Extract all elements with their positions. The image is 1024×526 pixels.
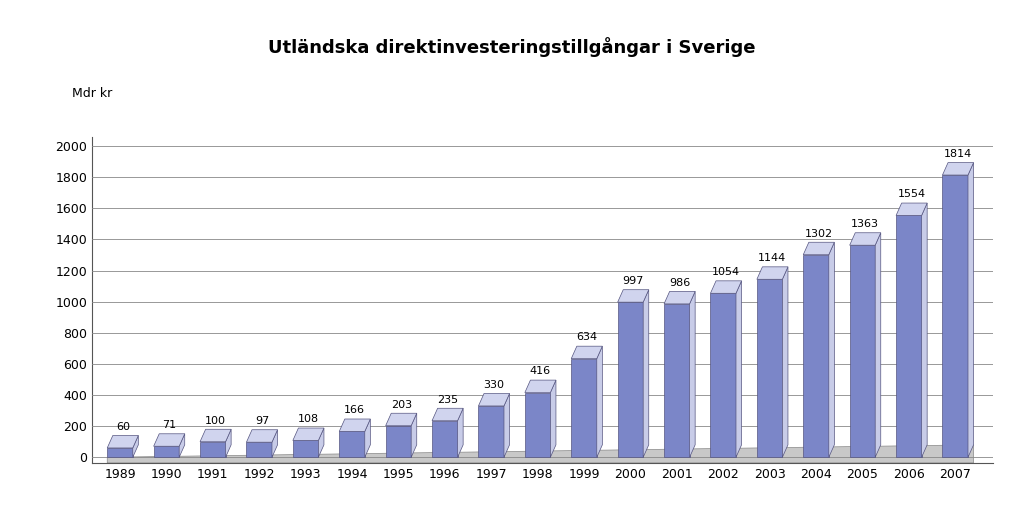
Polygon shape (597, 346, 602, 457)
Polygon shape (458, 408, 463, 457)
Polygon shape (386, 426, 412, 457)
Text: 97: 97 (255, 416, 269, 426)
Polygon shape (968, 163, 974, 457)
Polygon shape (617, 302, 643, 457)
Polygon shape (525, 392, 550, 457)
Polygon shape (339, 431, 365, 457)
Text: Mdr kr: Mdr kr (72, 87, 112, 100)
Polygon shape (154, 434, 184, 446)
Text: 235: 235 (437, 394, 458, 404)
Polygon shape (386, 413, 417, 426)
Text: 100: 100 (205, 416, 226, 426)
Text: 330: 330 (483, 380, 505, 390)
Text: 1363: 1363 (851, 219, 880, 229)
Polygon shape (108, 436, 138, 448)
Polygon shape (664, 304, 689, 457)
Polygon shape (179, 434, 184, 457)
Polygon shape (247, 442, 272, 457)
Polygon shape (154, 446, 179, 457)
Polygon shape (757, 267, 787, 279)
Polygon shape (432, 408, 463, 421)
Text: 166: 166 (344, 405, 366, 415)
Polygon shape (108, 445, 974, 463)
Polygon shape (133, 436, 138, 457)
Polygon shape (571, 346, 602, 359)
Polygon shape (876, 233, 881, 457)
Polygon shape (108, 448, 133, 457)
Polygon shape (643, 290, 649, 457)
Text: 1814: 1814 (944, 149, 972, 159)
Polygon shape (736, 281, 741, 457)
Polygon shape (293, 428, 324, 440)
Text: 71: 71 (162, 420, 176, 430)
Polygon shape (571, 359, 597, 457)
Polygon shape (550, 380, 556, 457)
Polygon shape (225, 429, 231, 457)
Polygon shape (504, 393, 510, 457)
Polygon shape (339, 419, 371, 431)
Text: 1302: 1302 (805, 228, 833, 238)
Polygon shape (803, 242, 835, 255)
Text: 997: 997 (623, 276, 644, 286)
Polygon shape (896, 203, 927, 216)
Polygon shape (942, 175, 968, 457)
Polygon shape (432, 421, 458, 457)
Polygon shape (896, 216, 922, 457)
Text: 60: 60 (116, 422, 130, 432)
Polygon shape (478, 393, 510, 406)
Polygon shape (617, 290, 649, 302)
Polygon shape (803, 255, 828, 457)
Polygon shape (850, 233, 881, 245)
Polygon shape (689, 291, 695, 457)
Polygon shape (664, 291, 695, 304)
Polygon shape (711, 294, 736, 457)
Polygon shape (850, 245, 876, 457)
Polygon shape (200, 429, 231, 442)
Polygon shape (757, 279, 782, 457)
Polygon shape (942, 163, 974, 175)
Polygon shape (200, 442, 225, 457)
Polygon shape (922, 203, 927, 457)
Polygon shape (293, 440, 318, 457)
Text: 1144: 1144 (759, 253, 786, 263)
Polygon shape (247, 430, 278, 442)
Polygon shape (478, 406, 504, 457)
Polygon shape (711, 281, 741, 294)
Text: 986: 986 (669, 278, 690, 288)
Polygon shape (318, 428, 324, 457)
Polygon shape (412, 413, 417, 457)
Text: 634: 634 (577, 332, 597, 342)
Polygon shape (525, 380, 556, 392)
Text: 108: 108 (298, 414, 318, 424)
Text: 1054: 1054 (712, 267, 740, 277)
Text: 416: 416 (529, 367, 551, 377)
Text: Utländska direktinvesteringstillgångar i Sverige: Utländska direktinvesteringstillgångar i… (268, 37, 756, 57)
Text: 1554: 1554 (898, 189, 926, 199)
Text: 203: 203 (390, 400, 412, 410)
Polygon shape (782, 267, 787, 457)
Polygon shape (272, 430, 278, 457)
Polygon shape (365, 419, 371, 457)
Polygon shape (828, 242, 835, 457)
